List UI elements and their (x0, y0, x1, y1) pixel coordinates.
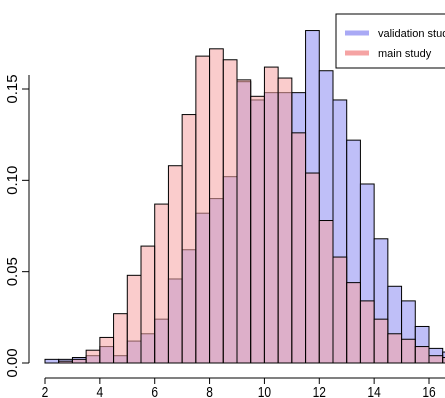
x-tick-label: 2 (42, 384, 49, 398)
x-tick-label: 16 (422, 384, 435, 398)
main-bar (209, 48, 224, 364)
x-tick-label: 4 (97, 384, 104, 398)
main-bar (414, 346, 430, 364)
main-study-bars (58, 48, 445, 364)
x-tick-label: 10 (258, 384, 272, 398)
legend-box (335, 13, 445, 69)
main-bar (318, 220, 334, 364)
y-axis-ticks: 0.00 0.05 0.10 0.15 (4, 74, 29, 378)
x-tick-label: 8 (206, 384, 213, 398)
main-bar (263, 66, 279, 364)
main-bar (305, 172, 320, 364)
y-tick-label: 0.05 (4, 257, 21, 286)
main-bar (428, 355, 444, 364)
main-bar (181, 114, 197, 364)
main-bar (373, 318, 389, 364)
y-tick-label: 0.10 (4, 166, 21, 195)
x-tick-label: 6 (151, 384, 158, 398)
legend-label-validation: validation study (378, 28, 445, 40)
main-bar (167, 165, 183, 364)
y-tick-label: 0.15 (4, 74, 21, 103)
main-bar (236, 79, 252, 364)
main-bar (359, 300, 375, 364)
main-bar (222, 59, 238, 364)
x-tick-label: 12 (313, 384, 326, 398)
main-bar (346, 282, 361, 364)
main-bar (387, 333, 403, 364)
main-bar (140, 245, 156, 364)
legend-label-main: main study (378, 48, 432, 60)
main-bar (154, 203, 169, 364)
y-tick-label: 0.00 (4, 348, 21, 377)
main-bar (332, 256, 348, 364)
main-bar (401, 338, 416, 364)
main-bar (291, 132, 307, 364)
main-bar (442, 357, 445, 364)
main-bar (85, 349, 101, 364)
main-bar (277, 77, 293, 364)
x-tick-label: 14 (367, 384, 381, 398)
main-bar (195, 55, 211, 364)
legend: validation study main study (335, 13, 445, 69)
main-bar (113, 313, 128, 364)
main-bar (71, 358, 87, 364)
main-bar (126, 274, 142, 364)
validation-bar (44, 358, 60, 364)
main-bar (250, 95, 265, 364)
x-axis-ticks: 2 4 6 8 10 12 14 16 (42, 378, 436, 398)
main-bar (58, 360, 73, 364)
main-bar (99, 336, 115, 364)
